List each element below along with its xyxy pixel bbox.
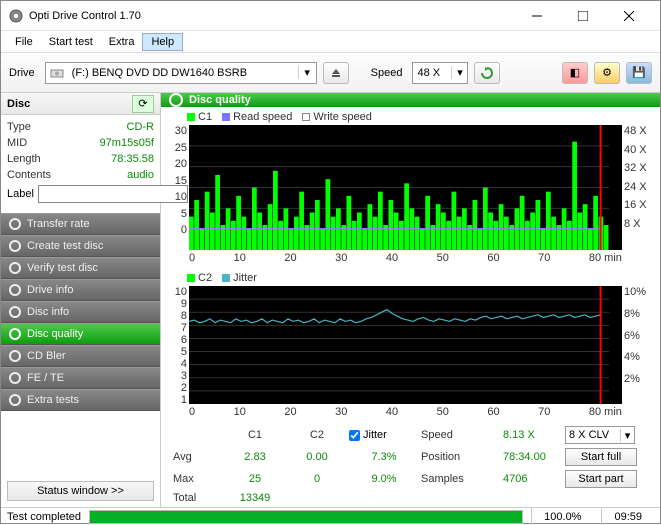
drive-icon	[46, 66, 68, 80]
start-part-button[interactable]: Start part	[565, 470, 637, 488]
maximize-button[interactable]	[560, 1, 606, 30]
nav-cd-bler[interactable]: CD Bler	[1, 345, 160, 367]
nav-transfer-rate[interactable]: Transfer rate	[1, 213, 160, 235]
elapsed-time: 09:59	[601, 508, 654, 525]
window-title: Opti Drive Control 1.70	[29, 10, 514, 22]
speed-mode-select[interactable]: 8 X CLV▾	[565, 426, 635, 444]
mid-label: MID	[7, 137, 27, 149]
chart1	[189, 125, 622, 250]
minimize-button[interactable]	[514, 1, 560, 30]
mid-value: 97m15s05f	[100, 137, 154, 149]
stats-panel: C1 C2 Jitter Speed 8.13 X 8 X CLV▾ Avg 2…	[167, 424, 654, 506]
chart2-x-axis: 01020304050607080 min	[189, 406, 622, 418]
menu-start-test[interactable]: Start test	[41, 34, 101, 50]
progress-bar	[89, 510, 523, 524]
chart1-y2-axis: 48 X40 X32 X24 X16 X8 X	[624, 125, 650, 236]
refresh-speed-button[interactable]	[474, 62, 500, 84]
chevron-down-icon: ▾	[298, 66, 316, 79]
tool-button[interactable]: ⚙	[594, 62, 620, 84]
chart1-legend: C1 Read speed Write speed	[167, 111, 654, 123]
length-label: Length	[7, 153, 41, 165]
save-button[interactable]: 💾	[626, 62, 652, 84]
nav-fe-te[interactable]: FE / TE	[1, 367, 160, 389]
jitter-checkbox[interactable]	[349, 430, 360, 441]
erase-button[interactable]: ◧	[562, 62, 588, 84]
disc-icon	[169, 93, 183, 107]
quality-header: Disc quality	[161, 93, 660, 107]
nav-extra-tests[interactable]: Extra tests	[1, 389, 160, 411]
menu-bar: File Start test Extra Help	[1, 31, 660, 53]
chart2-y-axis: 10987654321	[171, 286, 187, 390]
start-full-button[interactable]: Start full	[565, 448, 637, 466]
contents-label: Contents	[7, 169, 51, 181]
speed-select[interactable]: 48 X ▾	[412, 62, 468, 84]
nav-list: Transfer rate Create test disc Verify te…	[1, 213, 160, 411]
drive-value: (F:) BENQ DVD DD DW1640 BSRB	[68, 67, 298, 79]
chevron-down-icon: ▾	[451, 66, 467, 79]
chart2-y2-axis: 10%8%6%4%2%	[624, 286, 650, 390]
nav-drive-info[interactable]: Drive info	[1, 279, 160, 301]
chart1-x-axis: 01020304050607080 min	[189, 252, 622, 264]
left-panel: Disc ⟳ Type CD-R MID 97m15s05f Length 78:35…	[1, 93, 161, 507]
app-icon	[9, 9, 23, 23]
menu-file[interactable]: File	[7, 34, 41, 50]
type-value: CD-R	[127, 121, 155, 133]
eject-button[interactable]	[323, 62, 349, 84]
label-label: Label	[7, 188, 34, 200]
menu-extra[interactable]: Extra	[101, 34, 143, 50]
length-value: 78:35.58	[111, 153, 154, 165]
drive-select[interactable]: (F:) BENQ DVD DD DW1640 BSRB ▾	[45, 62, 317, 84]
title-bar: Opti Drive Control 1.70	[1, 1, 660, 31]
drive-label: Drive	[9, 67, 35, 79]
type-label: Type	[7, 121, 31, 133]
progress-percent: 100.0%	[531, 508, 593, 525]
nav-create-test-disc[interactable]: Create test disc	[1, 235, 160, 257]
nav-disc-info[interactable]: Disc info	[1, 301, 160, 323]
toolbar: Drive (F:) BENQ DVD DD DW1640 BSRB ▾ Spe…	[1, 53, 660, 93]
nav-verify-test-disc[interactable]: Verify test disc	[1, 257, 160, 279]
status-text: Test completed	[7, 511, 81, 523]
speed-readout: 8.13 X	[503, 429, 563, 441]
speed-value: 48 X	[413, 67, 451, 79]
right-panel: Disc quality C1 Read speed Write speed 3…	[161, 93, 660, 507]
status-window-button[interactable]: Status window >>	[7, 481, 154, 501]
contents-value: audio	[127, 169, 154, 181]
nav-disc-quality[interactable]: Disc quality	[1, 323, 160, 345]
menu-help[interactable]: Help	[142, 33, 183, 51]
chart1-y-axis: 302520151050	[171, 125, 187, 236]
chart2	[189, 286, 622, 404]
refresh-disc-button[interactable]: ⟳	[132, 95, 154, 113]
chart2-legend: C2 Jitter	[167, 272, 654, 284]
status-bar: Test completed 100.0% 09:59	[1, 507, 660, 525]
close-button[interactable]	[606, 1, 652, 30]
speed-label: Speed	[371, 67, 403, 79]
disc-header: Disc ⟳	[1, 93, 160, 115]
